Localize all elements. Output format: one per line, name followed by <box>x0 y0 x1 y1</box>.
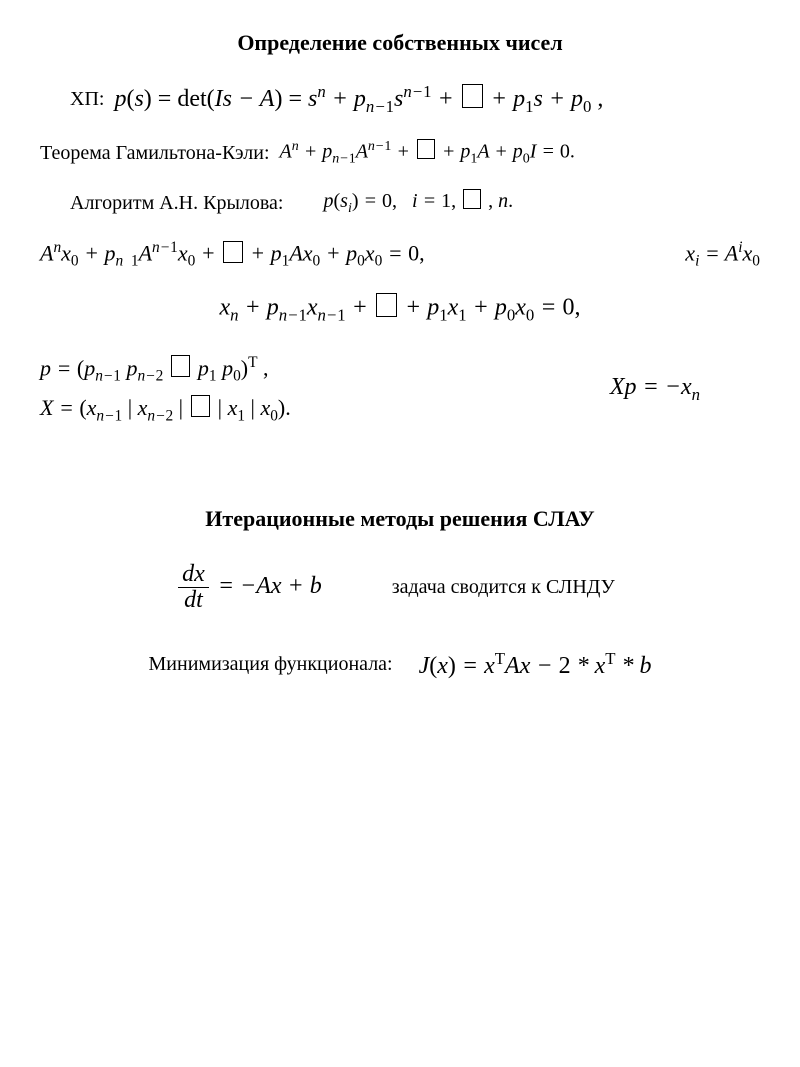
krylov-label: Алгоритм А.Н. Крылова: <box>70 192 284 215</box>
krylov-cond: p(si) = 0, i = 1, , n. <box>324 189 514 217</box>
eq-line2: xn + pn−1xn−1 + + p1x1 + p0x0 = 0, <box>220 293 581 325</box>
xp-row: ХП: p(s) = det(Is − A) = sn + pn−1sn−1 +… <box>40 82 760 117</box>
eq-line1-right: xi = Aix0 <box>685 239 760 271</box>
hc-label: Теорема Гамильтона-Кэли: <box>40 142 270 165</box>
ode-row: dx dt = −Ax + b задача сводится к СЛНДУ <box>40 562 760 613</box>
krylov-row: Алгоритм А.Н. Крылова: p(si) = 0, i = 1,… <box>40 189 760 217</box>
ode-frac-den: dt <box>178 588 209 613</box>
ode-frac: dx dt <box>178 562 209 613</box>
page: Определение собственных чисел ХП: p(s) =… <box>0 0 800 1067</box>
hc-equation: An + pn−1An−1 + + p1A + p0I = 0. <box>280 139 575 168</box>
xp-label: ХП: <box>70 88 104 111</box>
eq-line1-left: Anx0 + pn 1An−1x0 + + p1Ax0 + p0x0 = 0, <box>40 239 425 271</box>
min-eq: J(x) = xTAx − 2 * xT * b <box>419 649 652 680</box>
hc-row: Теорема Гамильтона-Кэли: An + pn−1An−1 +… <box>40 139 760 168</box>
ode-eq: dx dt = −Ax + b <box>175 562 322 613</box>
ode-rhs: = −Ax + b <box>218 573 322 599</box>
p-def: p = (pn−1 pn−2 p1 p0)T , <box>40 354 291 386</box>
xp-equation: p(s) = det(Is − A) = sn + pn−1sn−1 + + p… <box>114 82 603 117</box>
eq-line1: Anx0 + pn 1An−1x0 + + p1Ax0 + p0x0 = 0, … <box>40 239 760 271</box>
pX-defs: p = (pn−1 pn−2 p1 p0)T , X = (xn−1 | xn−… <box>40 354 291 426</box>
pX-block: p = (pn−1 pn−2 p1 p0)T , X = (xn−1 | xn−… <box>40 354 760 426</box>
min-row: Минимизация функционала: J(x) = xTAx − 2… <box>40 649 760 680</box>
ode-note: задача сводится к СЛНДУ <box>392 576 615 599</box>
matrix-eq: Xp = −xn <box>610 374 700 405</box>
section2-title: Итерационные методы решения СЛАУ <box>40 506 760 532</box>
min-label: Минимизация функционала: <box>149 653 393 676</box>
X-def: X = (xn−1 | xn−2 | | x1 | x0). <box>40 395 291 425</box>
ode-frac-num: dx <box>178 562 209 588</box>
eq-line2-row: xn + pn−1xn−1 + + p1x1 + p0x0 = 0, <box>40 293 760 325</box>
section1-title: Определение собственных чисел <box>40 30 760 56</box>
